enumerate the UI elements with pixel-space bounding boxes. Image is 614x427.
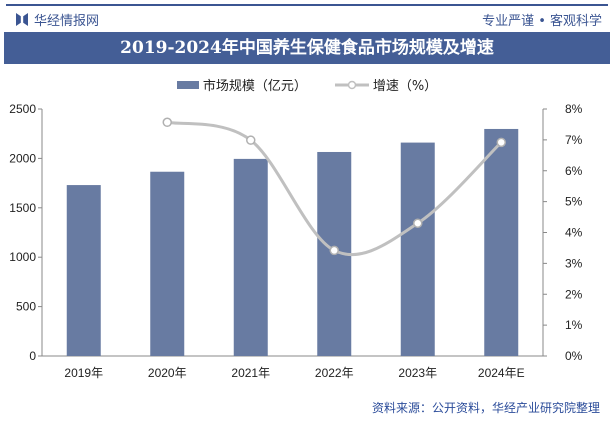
- left-tick-label: 1000: [9, 250, 36, 264]
- x-tick-label: 2022年: [315, 366, 354, 380]
- right-tick-label: 0%: [565, 349, 583, 363]
- left-tick-label: 2500: [9, 102, 36, 116]
- source-note: 资料来源：公开资料，华经产业研究院整理: [371, 401, 600, 415]
- x-tick-label: 2021年: [231, 366, 270, 380]
- brand: 华经情报网: [16, 10, 99, 29]
- right-tick-label: 3%: [565, 256, 583, 270]
- left-tick-label: 0: [29, 349, 36, 363]
- growth-point: [246, 135, 256, 145]
- right-tick-label: 8%: [565, 102, 583, 116]
- bar: [233, 158, 268, 356]
- left-tick-label: 1500: [9, 201, 36, 215]
- x-tick-label: 2020年: [148, 366, 187, 380]
- legend-line-swatch: [334, 80, 369, 89]
- right-tick-label: 1%: [565, 318, 583, 332]
- legend-line: 增速（%）: [334, 75, 438, 94]
- bar: [400, 142, 435, 356]
- chart-title: 2019-2024年中国养生保健食品市场规模及增速: [4, 32, 610, 64]
- growth-point: [162, 117, 172, 128]
- right-tick-label: 4%: [565, 226, 583, 240]
- left-tick-label: 500: [16, 300, 36, 314]
- x-tick-label: 2023年: [398, 366, 437, 380]
- bar: [150, 171, 185, 356]
- left-tick-label: 2000: [9, 151, 36, 165]
- legend-bar-label: 市场规模（亿元）: [202, 79, 307, 94]
- x-tick-label: 2024年E: [478, 366, 525, 380]
- slogan: 专业严谨 • 客观科学: [482, 14, 602, 29]
- legend: 市场规模（亿元） 增速（%）: [0, 75, 614, 94]
- bar: [484, 128, 519, 356]
- right-tick-label: 6%: [565, 164, 583, 178]
- right-tick-label: 5%: [565, 195, 583, 209]
- growth-point: [329, 245, 339, 256]
- growth-point: [413, 218, 423, 228]
- growth-point: [496, 137, 506, 148]
- top-rule: [6, 4, 608, 6]
- right-tick-label: 2%: [565, 287, 583, 301]
- bar: [66, 185, 101, 356]
- brand-name: 华经情报网: [34, 14, 100, 29]
- legend-bar-swatch: [176, 80, 199, 89]
- right-tick-label: 7%: [565, 133, 583, 147]
- legend-bar: 市场规模（亿元）: [176, 75, 307, 94]
- x-tick-label: 2019年: [64, 366, 103, 380]
- legend-line-label: 增速（%）: [372, 79, 438, 94]
